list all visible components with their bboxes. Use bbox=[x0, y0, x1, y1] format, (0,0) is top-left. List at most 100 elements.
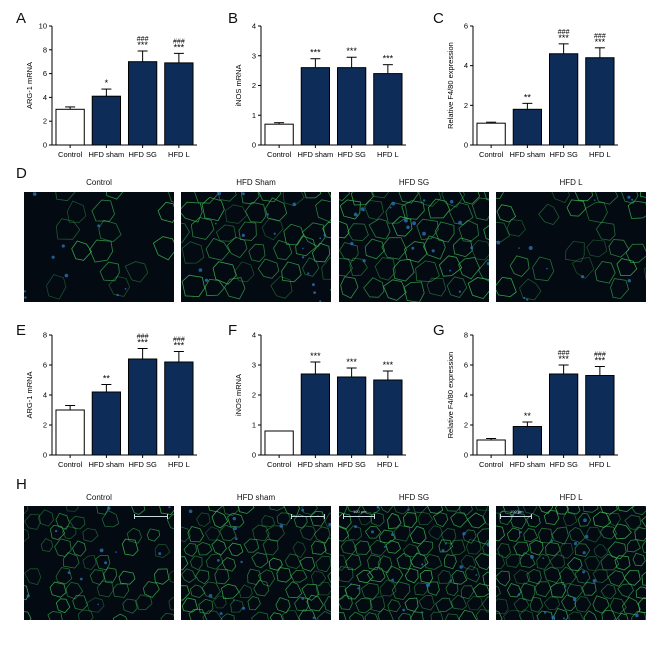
nucleus bbox=[432, 249, 435, 252]
micrograph-h-hfd-sg: 100 μm bbox=[339, 506, 489, 620]
nucleus bbox=[391, 533, 394, 536]
y-tick-label: 0 bbox=[464, 451, 468, 460]
nucleus bbox=[319, 237, 321, 239]
y-axis-label: Relative F4/80 expression bbox=[446, 352, 455, 439]
nucleus bbox=[442, 549, 445, 552]
nucleus bbox=[293, 203, 297, 207]
nucleus bbox=[307, 272, 309, 274]
nucleus bbox=[302, 256, 304, 258]
nucleus bbox=[233, 526, 237, 530]
nucleus bbox=[313, 291, 316, 294]
nucleus bbox=[411, 247, 414, 250]
row-h-label-hfd-sham: HFD sham bbox=[181, 493, 331, 502]
nucleus bbox=[354, 525, 357, 528]
nucleus bbox=[635, 614, 639, 618]
nucleus bbox=[24, 296, 26, 298]
x-tick-label: Control bbox=[479, 460, 504, 469]
nucleus bbox=[80, 578, 83, 581]
micrograph-h-hfd-sg-svg bbox=[339, 506, 489, 620]
nucleus bbox=[363, 259, 366, 262]
nucleus bbox=[593, 579, 597, 583]
nucleus bbox=[459, 565, 463, 569]
nucleus bbox=[391, 202, 395, 206]
nucleus bbox=[628, 279, 631, 282]
nucleus bbox=[470, 246, 473, 249]
micrograph-h-control bbox=[24, 506, 174, 620]
nucleus bbox=[563, 617, 565, 619]
bar bbox=[513, 427, 541, 456]
y-tick-label: 2 bbox=[464, 421, 468, 430]
x-tick-label: HFD SG bbox=[549, 460, 578, 469]
nucleus bbox=[475, 574, 477, 576]
row-h-label-control: Control bbox=[24, 493, 174, 502]
nucleus bbox=[377, 506, 380, 509]
nucleus bbox=[518, 247, 520, 249]
nucleus bbox=[564, 585, 566, 587]
nucleus bbox=[55, 530, 57, 532]
nucleus bbox=[209, 594, 213, 598]
nucleus bbox=[542, 557, 544, 559]
nucleus bbox=[363, 209, 365, 211]
nucleus bbox=[618, 618, 620, 620]
nucleus bbox=[390, 207, 392, 209]
nucleus bbox=[574, 542, 577, 545]
nucleus bbox=[458, 221, 462, 225]
nucleus bbox=[404, 219, 408, 223]
nucleus bbox=[582, 571, 585, 574]
nucleus bbox=[371, 530, 374, 533]
nucleus bbox=[242, 192, 245, 195]
y-tick-label: 4 bbox=[464, 391, 468, 400]
nucleus bbox=[402, 609, 405, 612]
scale-bar bbox=[134, 516, 168, 517]
nucleus bbox=[544, 612, 546, 614]
row-d-label-control: Control bbox=[24, 178, 174, 187]
nucleus bbox=[301, 597, 304, 600]
nucleus bbox=[125, 288, 127, 290]
nucleus bbox=[107, 507, 110, 510]
nucleus bbox=[115, 551, 117, 553]
nucleus bbox=[158, 552, 161, 555]
nucleus bbox=[104, 561, 107, 564]
nucleus bbox=[551, 616, 555, 620]
micrograph-d-hfd-sg bbox=[339, 192, 489, 302]
row-h-label-hfd-sg: HFD SG bbox=[339, 493, 489, 502]
nucleus bbox=[529, 246, 533, 250]
nucleus bbox=[426, 583, 430, 587]
nucleus bbox=[62, 244, 65, 247]
nucleus bbox=[391, 579, 394, 582]
nucleus bbox=[406, 226, 410, 230]
nucleus bbox=[242, 234, 245, 237]
nucleus bbox=[421, 563, 423, 565]
row-d-label-hfd-sham: HFD Sham bbox=[181, 178, 331, 187]
nucleus bbox=[279, 524, 283, 528]
nucleus bbox=[450, 200, 453, 203]
nucleus bbox=[421, 611, 423, 613]
tissue-background bbox=[181, 506, 331, 620]
nucleus bbox=[530, 555, 534, 559]
tissue-background bbox=[496, 192, 646, 302]
nucleus bbox=[302, 248, 304, 250]
nucleus bbox=[168, 506, 170, 508]
scale-bar bbox=[500, 516, 532, 517]
nucleus bbox=[350, 242, 353, 245]
micrograph-h-hfd-l-svg bbox=[496, 506, 646, 620]
nucleus bbox=[518, 593, 521, 596]
nucleus bbox=[422, 232, 426, 236]
nucleus bbox=[97, 224, 100, 227]
micrograph-d-hfd-sham-svg bbox=[181, 192, 331, 302]
nucleus bbox=[585, 535, 589, 539]
micrograph-d-hfd-l-svg bbox=[496, 192, 646, 302]
nucleus bbox=[449, 270, 451, 272]
nucleus bbox=[313, 617, 316, 620]
nucleus bbox=[240, 561, 242, 563]
nucleus bbox=[523, 297, 525, 299]
nucleus bbox=[407, 509, 409, 511]
nucleus bbox=[354, 213, 358, 217]
nucleus bbox=[267, 213, 269, 215]
nucleus bbox=[233, 517, 236, 520]
nucleus bbox=[627, 196, 630, 199]
micrograph-h-hfd-sham bbox=[181, 506, 331, 620]
micrograph-h-control-svg bbox=[24, 506, 174, 620]
row-d-label-hfd-l: HFD L bbox=[496, 178, 646, 187]
nucleus bbox=[450, 579, 453, 582]
